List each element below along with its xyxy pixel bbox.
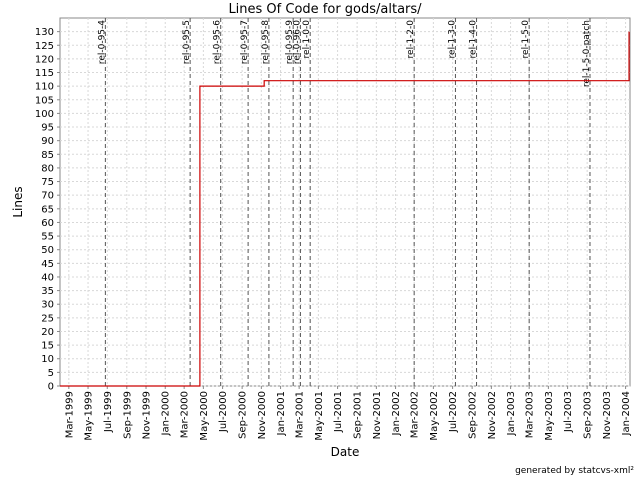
- x-tick-label: Jul-2001: [333, 391, 344, 433]
- x-tick-label: Nov-2002: [487, 391, 498, 439]
- x-tick-label: Sep-2003: [583, 391, 594, 439]
- release-marker-label: rel-1-2-0: [406, 20, 416, 59]
- x-axis-title: Date: [331, 445, 360, 459]
- x-tick-label: Sep-2000: [238, 391, 249, 439]
- y-tick-label: 70: [41, 191, 54, 202]
- y-tick-label: 130: [35, 27, 54, 38]
- y-tick-label: 10: [41, 354, 54, 365]
- x-tick-label: Nov-2003: [602, 391, 613, 439]
- y-tick-label: 65: [41, 204, 54, 215]
- y-tick-label: 115: [35, 68, 54, 79]
- y-tick-label: 75: [41, 177, 54, 188]
- x-tick-label: May-1999: [84, 391, 95, 441]
- y-tick-label: 40: [41, 272, 54, 283]
- y-tick-label: 80: [41, 163, 54, 174]
- x-tick-label: Jul-1999: [103, 391, 114, 433]
- y-tick-label: 120: [35, 54, 54, 65]
- y-tick-label: 90: [41, 136, 54, 147]
- release-marker-label: rel-0-95-5: [182, 20, 192, 64]
- release-marker-label: rel-0-96-0: [292, 20, 302, 64]
- x-tick-label: Jan-2002: [391, 391, 402, 436]
- y-tick-label: 30: [41, 300, 54, 311]
- y-tick-label: 125: [35, 41, 54, 52]
- series: [60, 31, 630, 387]
- x-axis: Mar-1999 May-1999 Jul-1999 Sep-1999 Nov-1999…: [64, 386, 632, 441]
- x-tick-label: Jan-2000: [161, 391, 172, 436]
- x-tick-label: May-2002: [429, 391, 440, 441]
- x-tick-label: Mar-2003: [525, 391, 536, 438]
- x-tick-label: May-2001: [314, 391, 325, 441]
- x-tick-label: May-2003: [544, 391, 555, 441]
- y-tick-label: 45: [41, 259, 54, 270]
- lines-of-code-series: [60, 31, 630, 387]
- x-tick-label: Nov-2001: [372, 391, 383, 439]
- release-marker-label: rel-1-4-0: [469, 20, 479, 59]
- y-axis-title: Lines: [11, 186, 25, 217]
- release-marker-label: rel-0-95-8: [261, 20, 271, 64]
- x-tick-label: Jan-2003: [506, 391, 517, 436]
- x-tick-label: Mar-2002: [410, 391, 421, 438]
- y-tick-label: 20: [41, 327, 54, 338]
- y-tick-label: 105: [35, 95, 54, 106]
- x-tick-label: Nov-1999: [142, 391, 153, 439]
- release-marker-label: rel-0-95-4: [97, 20, 107, 64]
- release-marker-label: rel-0-95-7: [240, 20, 250, 64]
- x-tick-label: Mar-2001: [295, 391, 306, 438]
- y-tick-label: 25: [41, 313, 54, 324]
- y-tick-label: 0: [48, 382, 54, 393]
- y-tick-label: 55: [41, 232, 54, 243]
- x-tick-label: Sep-1999: [122, 391, 133, 439]
- x-tick-label: Mar-2000: [180, 391, 191, 438]
- grid: [60, 18, 630, 387]
- release-marker-label: rel-1-5-0: [521, 20, 531, 59]
- y-tick-label: 5: [48, 368, 54, 379]
- x-tick-label: Mar-1999: [64, 391, 75, 438]
- y-tick-label: 50: [41, 245, 54, 256]
- release-marker-label: rel-1-5-0-patch: [582, 20, 592, 87]
- release-marker-label: rel-1-0-0: [302, 20, 312, 59]
- release-marker-label: rel-0-95-6: [213, 20, 223, 64]
- footer-credit: generated by statcvs-xml²: [515, 466, 634, 476]
- x-tick-label: Nov-2000: [257, 391, 268, 439]
- x-tick-label: Jan-2004: [621, 391, 632, 436]
- release-markers: rel-0-95-4 rel-0-95-5 rel-0-95-6 rel-0-95-7…: [97, 18, 592, 386]
- x-tick-label: Jan-2001: [276, 391, 287, 436]
- y-tick-label: 35: [41, 286, 54, 297]
- x-tick-label: Jul-2003: [563, 391, 574, 433]
- x-tick-label: Jul-2000: [218, 391, 229, 433]
- y-axis: 0 5 10 15 20 25 30 35 40 45 50 55 60 65 70 75 80 85 90 95 10…: [35, 27, 60, 393]
- y-tick-label: 85: [41, 150, 54, 161]
- plot-area: [59, 17, 631, 387]
- release-marker-label: rel-0-95-9: [285, 20, 295, 64]
- y-tick-label: 60: [41, 218, 54, 229]
- release-marker-label: rel-1-3-0: [447, 20, 457, 59]
- chart-title: Lines Of Code for gods/altars/: [228, 2, 422, 17]
- x-tick-label: May-2000: [199, 391, 210, 441]
- y-tick-label: 100: [35, 109, 54, 120]
- x-tick-label: Sep-2002: [468, 391, 479, 439]
- y-tick-label: 95: [41, 123, 54, 134]
- x-tick-label: Jul-2002: [448, 391, 459, 433]
- y-tick-label: 15: [41, 341, 54, 352]
- y-tick-label: 110: [35, 82, 54, 93]
- x-tick-label: Sep-2001: [353, 391, 364, 439]
